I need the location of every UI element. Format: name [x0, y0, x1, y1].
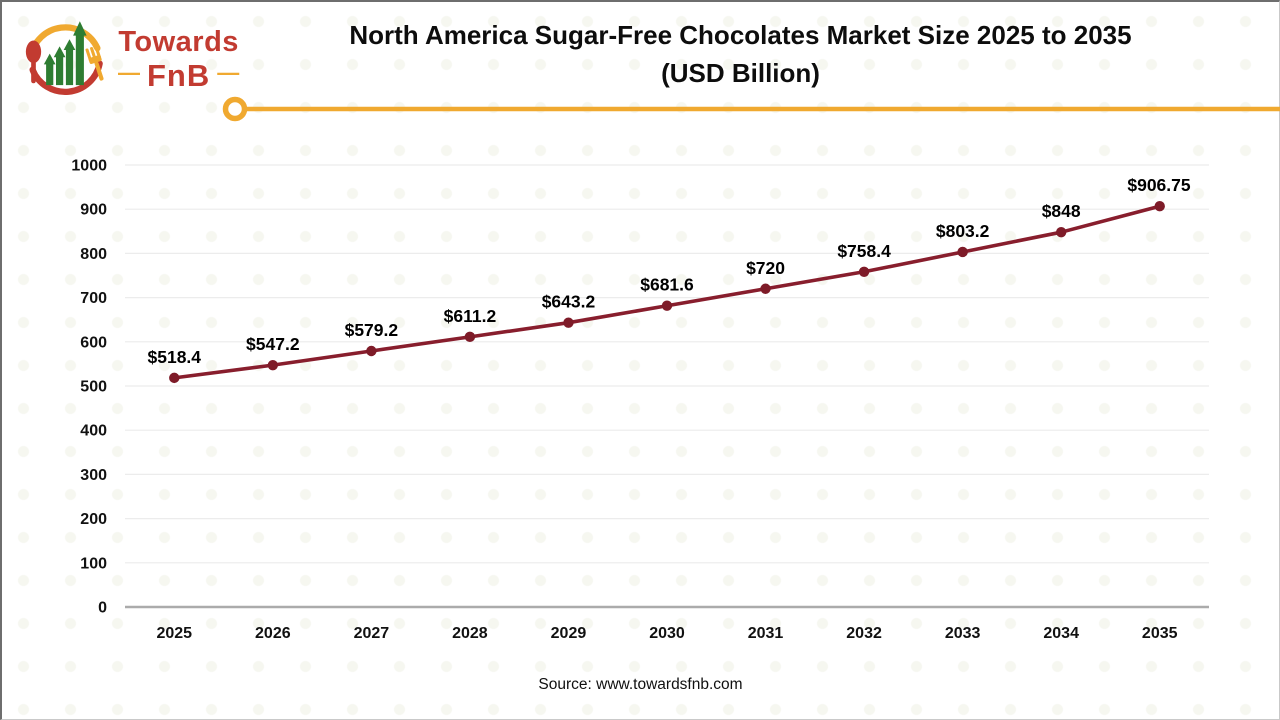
data-point-label: $611.2	[444, 306, 497, 326]
y-axis-tick-label: 600	[80, 334, 107, 351]
brand-dash-right: —	[217, 60, 240, 85]
brand-logo-text: Towards — FnB —	[118, 25, 240, 93]
data-point-label: $518.4	[148, 347, 202, 367]
divider-ring-icon	[222, 96, 248, 122]
data-point-label: $758.4	[837, 241, 891, 261]
x-axis-label: 2031	[748, 625, 784, 642]
market-size-line-chart: 0 100 200 300 400 500 600 700 800 900 1000 2025 2026…	[71, 158, 1209, 642]
brand-name-top: Towards	[118, 25, 239, 58]
y-axis-tick-label: 900	[80, 202, 107, 219]
y-axis-tick-label: 400	[80, 423, 107, 440]
data-point-label: $803.2	[936, 221, 990, 241]
data-point-label: $848	[1042, 201, 1081, 221]
x-axis-label: 2027	[354, 625, 390, 642]
y-axis-tick-label: 500	[80, 379, 107, 396]
data-point-marker	[267, 359, 279, 371]
x-axis-label: 2032	[846, 625, 882, 642]
data-point-marker	[563, 317, 574, 328]
x-axis-label: 2034	[1043, 625, 1079, 642]
y-axis-tick-label: 800	[80, 246, 107, 263]
data-point-label: $720	[746, 258, 785, 278]
y-axis-tick-label: 100	[80, 555, 107, 572]
y-axis-tick-label: 300	[80, 467, 107, 484]
title-divider	[222, 96, 1280, 122]
data-point-marker	[169, 372, 180, 384]
page-title-line1: North America Sugar-Free Chocolates Mark…	[349, 20, 1132, 50]
data-point-label: $579.2	[345, 320, 399, 340]
brand-dash-left: —	[118, 60, 140, 85]
x-axis-label: 2025	[156, 625, 192, 642]
y-axis-tick-label: 0	[98, 600, 107, 617]
page-title-line2: (USD Billion)	[661, 58, 820, 88]
data-point-label: $643.2	[542, 292, 596, 312]
data-point-marker	[957, 246, 968, 258]
brand-logo-icon	[25, 21, 104, 96]
x-axis-label: 2033	[945, 625, 981, 642]
growth-bars-icon	[43, 21, 87, 86]
fork-icon	[85, 45, 104, 81]
data-point-marker	[858, 266, 870, 277]
logo-arc-bottom	[29, 60, 103, 96]
data-point-marker	[661, 300, 673, 311]
data-point-marker	[1055, 226, 1067, 238]
x-axis-label: 2030	[649, 625, 685, 642]
y-axis-tick-label: 1000	[71, 158, 107, 175]
data-point-label: $681.6	[640, 275, 694, 295]
x-axis-label: 2026	[255, 625, 291, 642]
brand-name-bottom: FnB	[147, 57, 211, 93]
data-point-label: $906.75	[1127, 175, 1191, 195]
data-point-marker	[464, 331, 476, 343]
brand-logo: Towards — FnB —	[20, 14, 239, 104]
data-point-marker	[366, 345, 377, 357]
spoon-icon	[25, 40, 42, 84]
x-axis-label: 2035	[1142, 625, 1178, 642]
x-axis-label: 2029	[551, 625, 587, 642]
y-axis-tick-label: 700	[80, 290, 107, 307]
data-point-marker	[1154, 201, 1165, 212]
data-point-label: $547.2	[246, 334, 300, 354]
y-axis-tick-label: 200	[80, 511, 107, 528]
data-point-marker	[760, 283, 771, 294]
x-axis-label: 2028	[452, 625, 488, 642]
source-attribution: Source: www.towardsfnb.com	[538, 676, 743, 693]
page-title: North America Sugar-Free Chocolates Mark…	[214, 16, 1267, 92]
